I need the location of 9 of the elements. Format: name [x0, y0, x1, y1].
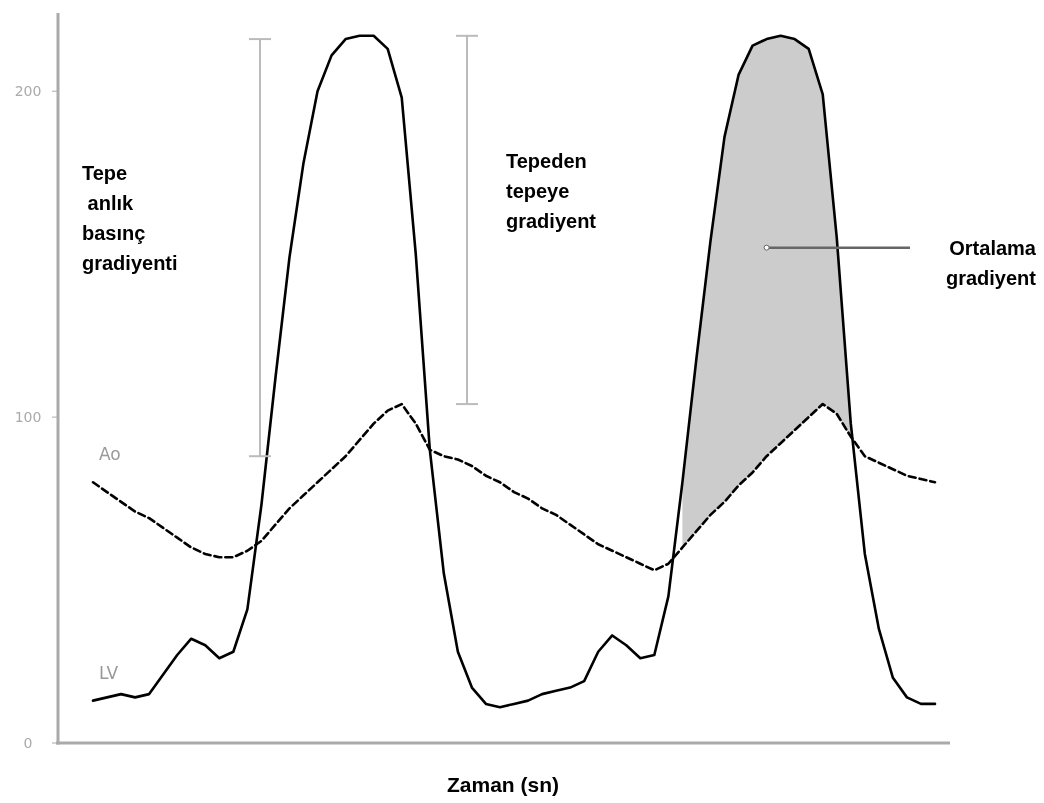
annotation: Tepe anlık basınç gradiyenti: [82, 162, 178, 274]
text: Ortalama gradiyent: [945, 237, 1037, 289]
series-label: Ao: [99, 444, 121, 465]
annotation: Tepeden tepeye gradiyent: [506, 150, 597, 232]
series-label: LV: [99, 662, 119, 683]
y-tick-label: 200: [14, 83, 42, 100]
x-axis-title: Zaman (sn): [446, 773, 560, 796]
y-tick-label: 0: [23, 735, 33, 751]
y-tick-label: 100: [14, 409, 42, 426]
